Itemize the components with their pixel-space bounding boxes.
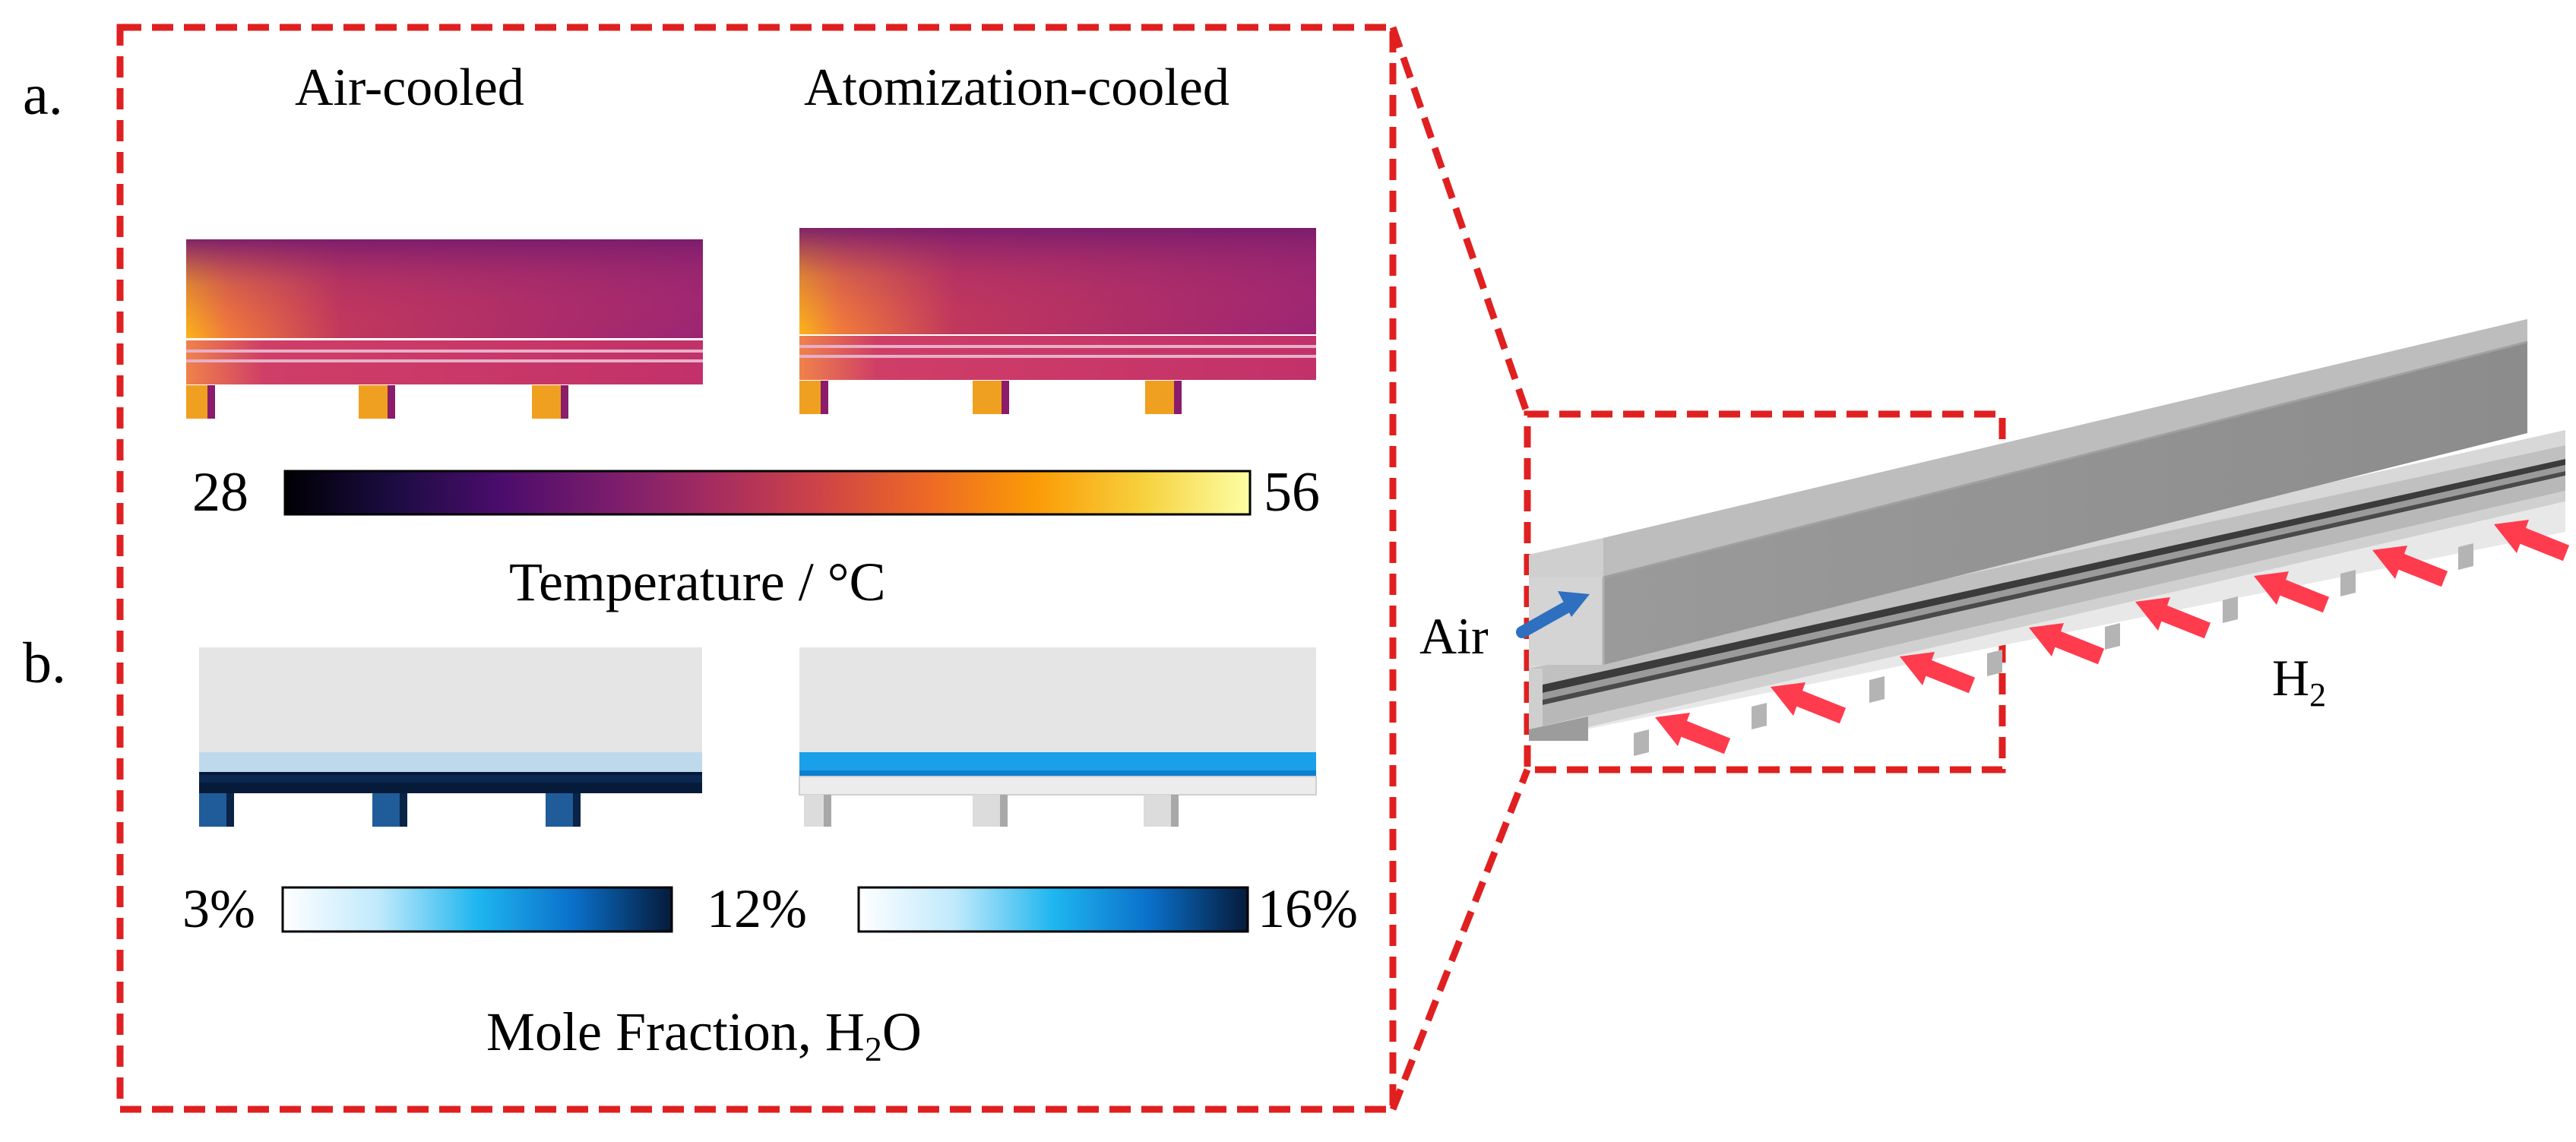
h2-arrow [2254,571,2330,613]
mole-map-atomization-cooled [799,647,1317,827]
rib-layer [1529,491,2565,741]
channel-front-face [1603,342,2527,665]
air-label: Air [1419,607,1489,665]
temperature-colorbar-title: Temperature / °C [509,552,886,612]
membrane-layer [1529,459,2565,696]
mole-colorbar-atomization-cooled [857,886,1249,933]
panel-a-letter: a. [23,63,63,127]
panel-a-right-title: Atomization-cooled [804,59,1229,117]
temperature-colorbar [283,470,1252,516]
h2-arrow [1771,682,1847,724]
h2-arrow [2135,597,2211,639]
h2-arrow [2494,520,2570,562]
panel-a-left-title: Air-cooled [295,59,524,117]
mole-colorbar-left-min: 3% [182,878,255,939]
temperature-map-atomization-cooled [799,228,1316,414]
panel-b-letter: b. [23,631,66,695]
h2-arrow [1900,652,1976,694]
h2-arrow [1655,713,1731,754]
anode-plate [1529,476,2565,729]
cell-3d-model [1529,319,2565,756]
h2-arrow [2029,623,2105,665]
mole-colorbar-right-max: 16% [1258,878,1358,939]
mole-fraction-title: Mole Fraction, H2O [486,1001,922,1068]
base-front-face [1529,445,2565,688]
temperature-colorbar-max: 56 [1264,461,1320,524]
rib-teeth [1529,717,1588,741]
rib-posts [1634,543,2473,756]
mole-colorbar-air-cooled [281,886,673,933]
air-inlet-arrow [1516,591,1590,638]
temperature-colorbar-min: 28 [192,461,248,524]
zoom-line-top [1389,26,1531,416]
mole-map-air-cooled [199,647,702,827]
inset-frame [116,24,1397,1113]
zoom-line-bottom [1389,768,1531,1111]
h2-inlet-arrows [1655,520,2570,754]
h2-arrow [2372,546,2448,587]
temperature-map-air-cooled [186,239,703,419]
mole-colorbar-left-max: 12% [707,878,807,939]
h2-label: H2 [2272,649,2326,713]
